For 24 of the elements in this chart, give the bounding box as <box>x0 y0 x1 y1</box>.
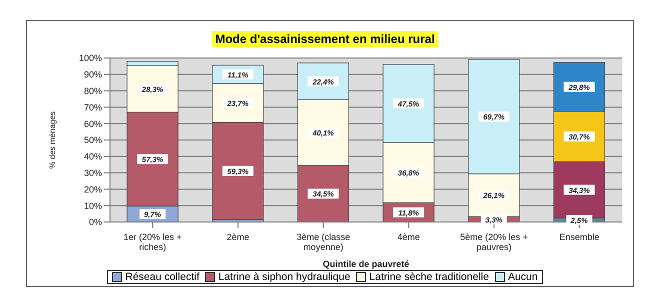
legend-label: Réseau collectif <box>125 271 200 283</box>
x-tick-label: 5ème (20% les + pauvres) <box>460 232 528 252</box>
x-tick-label: 3ème (classe moyenne) <box>296 232 350 252</box>
x-tick-label: 2ème <box>226 232 250 242</box>
y-tick-label: 90% <box>84 70 102 80</box>
y-tick-label: 40% <box>84 152 102 162</box>
y-tick-label: 70% <box>84 102 102 112</box>
x-tick-label: 4ème <box>397 232 420 242</box>
chart-title: Mode d'assainissement en milieu rural <box>212 31 438 47</box>
legend-label: Aucun <box>508 271 538 283</box>
y-tick-label: 20% <box>84 184 102 194</box>
y-tick-label: 80% <box>84 86 102 96</box>
x-axis-title: Quintile de pauvreté <box>322 259 410 269</box>
x-tick-label: Ensemble <box>559 232 600 242</box>
y-tick-label: 10% <box>84 200 102 211</box>
y-axis-title: % des ménages <box>48 111 57 169</box>
x-tick-label: 1er (20% les + riches) <box>124 232 182 252</box>
y-tick-label: 30% <box>84 168 102 178</box>
y-tick-label: 50% <box>84 135 102 146</box>
y-tick-label: 60% <box>84 118 102 129</box>
y-tick-label: 100% <box>78 53 102 64</box>
legend-label: Latrine à siphon hydraulique <box>218 271 350 283</box>
y-tick-label: 0% <box>88 217 102 228</box>
legend-label: Latrine sèche traditionelle <box>369 271 489 283</box>
